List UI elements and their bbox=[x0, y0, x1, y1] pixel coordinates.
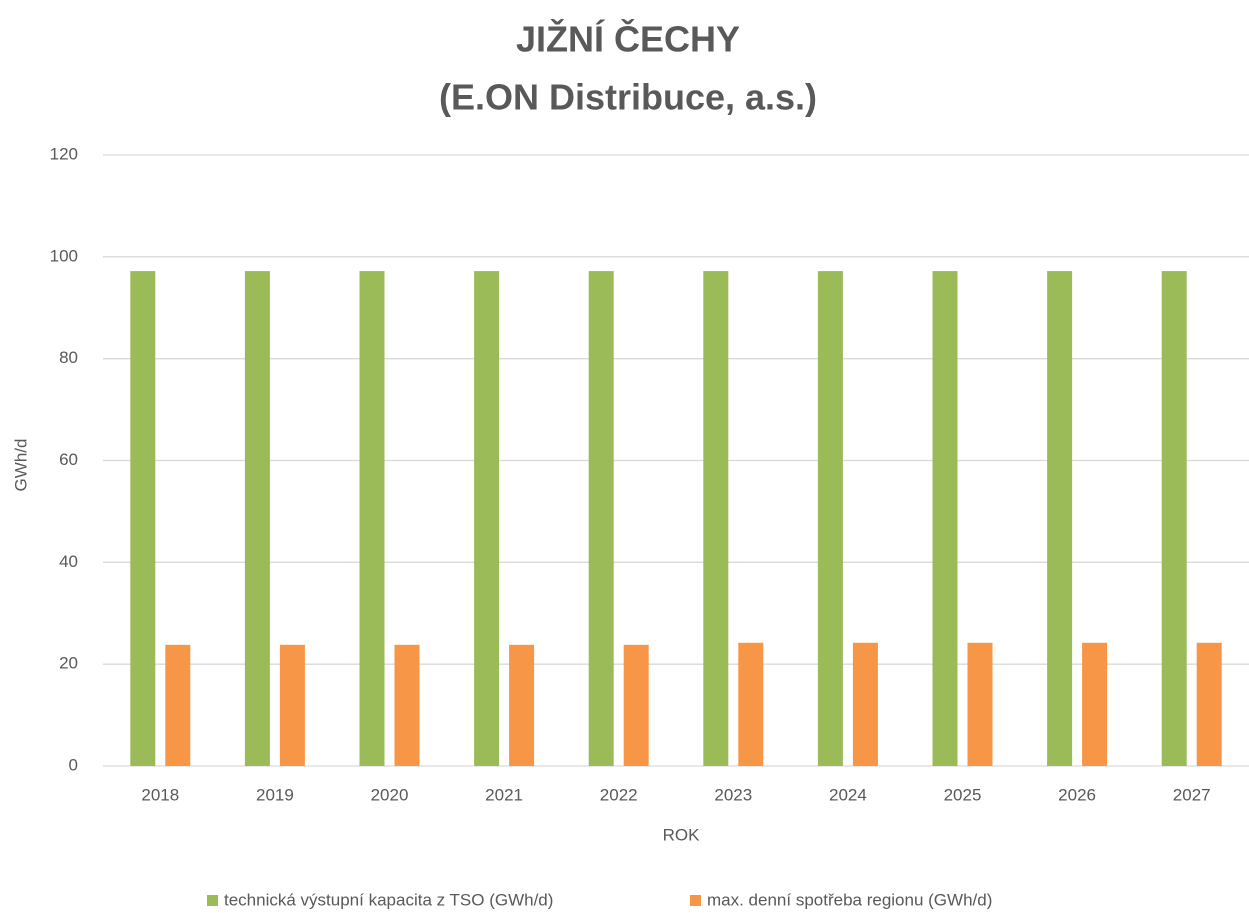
bar bbox=[279, 644, 305, 766]
y-tick-label: 0 bbox=[69, 755, 78, 774]
bar bbox=[1196, 642, 1222, 766]
x-tick-label: 2024 bbox=[829, 785, 867, 804]
bar bbox=[1047, 271, 1073, 766]
legend-swatch bbox=[690, 895, 701, 906]
x-tick-label: 2019 bbox=[256, 785, 294, 804]
bar bbox=[509, 644, 535, 766]
bar bbox=[130, 271, 156, 766]
legend-swatch bbox=[207, 895, 218, 906]
y-tick-label: 120 bbox=[50, 144, 78, 163]
chart-title: JIŽNÍ ČECHY bbox=[516, 18, 740, 60]
y-tick-label: 80 bbox=[59, 348, 78, 367]
y-tick-label: 20 bbox=[59, 654, 78, 673]
legend-label: technická výstupní kapacita z TSO (GWh/d… bbox=[224, 890, 553, 909]
bar bbox=[165, 644, 191, 766]
x-tick-label: 2018 bbox=[141, 785, 179, 804]
bar bbox=[394, 644, 420, 766]
x-tick-label: 2026 bbox=[1058, 785, 1096, 804]
chart-subtitle: (E.ON Distribuce, a.s.) bbox=[439, 77, 817, 118]
bar bbox=[852, 642, 878, 766]
bar bbox=[474, 271, 500, 766]
x-tick-label: 2027 bbox=[1173, 785, 1211, 804]
x-tick-label: 2025 bbox=[944, 785, 982, 804]
bar bbox=[623, 644, 649, 766]
y-axis-title: GWh/d bbox=[11, 439, 30, 492]
bar bbox=[738, 642, 764, 766]
x-tick-label: 2023 bbox=[714, 785, 752, 804]
legend-label: max. denní spotřeba regionu (GWh/d) bbox=[707, 890, 992, 909]
y-tick-label: 100 bbox=[50, 246, 78, 265]
x-tick-label: 2021 bbox=[485, 785, 523, 804]
x-tick-label: 2022 bbox=[600, 785, 638, 804]
x-axis-title: ROK bbox=[663, 825, 701, 844]
x-tick-label: 2020 bbox=[371, 785, 409, 804]
y-tick-label: 40 bbox=[59, 552, 78, 571]
bar bbox=[817, 271, 843, 766]
bar bbox=[1082, 642, 1108, 766]
bar bbox=[932, 271, 958, 766]
y-tick-label: 60 bbox=[59, 450, 78, 469]
bar bbox=[1161, 271, 1187, 766]
bar bbox=[244, 271, 270, 766]
bar bbox=[703, 271, 729, 766]
bar bbox=[967, 642, 993, 766]
bar bbox=[359, 271, 385, 766]
bar bbox=[588, 271, 614, 766]
